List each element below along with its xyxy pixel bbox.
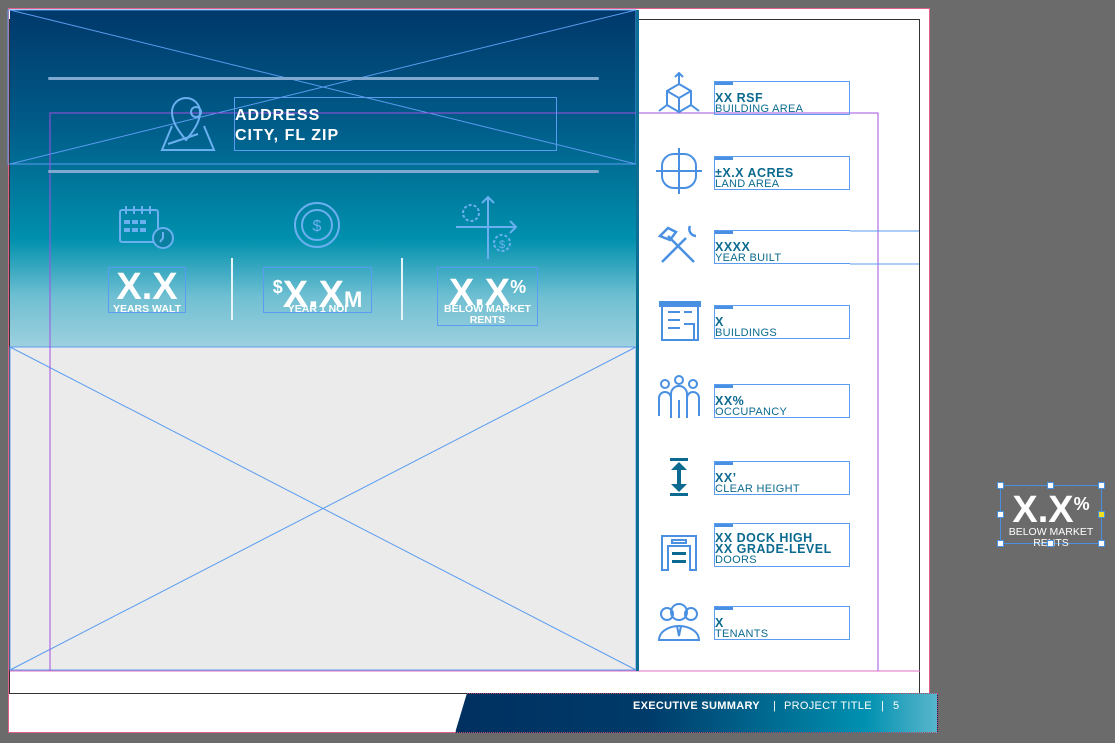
stat-suffix-rents: %	[510, 277, 527, 297]
stat-label-rents: BELOW MARKET RENTS	[444, 303, 531, 326]
stat-suffix-noi: M	[343, 287, 363, 312]
stat-value-rents: X.X%	[437, 270, 538, 312]
pasteboard-suffix: %	[1073, 494, 1090, 514]
pasteboard-value: X.X	[1012, 489, 1074, 531]
land-crosshair-icon	[656, 148, 702, 194]
feature-value: XX’	[715, 471, 737, 485]
footer-separator: |	[881, 700, 885, 712]
footer-section: EXECUTIVE SUMMARY	[633, 700, 760, 712]
cube-arrows-icon	[658, 72, 700, 114]
footer-banner[interactable]	[455, 693, 938, 733]
feature-value: XX%	[715, 394, 745, 408]
stat-frame-rents[interactable]	[437, 267, 538, 326]
stat-value-walt: X.X	[116, 266, 178, 308]
feature-building-area[interactable]: XX RSF BUILDING AREA	[714, 81, 850, 115]
address-frame[interactable]	[234, 97, 557, 151]
stat-separator	[401, 258, 403, 320]
feature-doors[interactable]: XX DOCK HIGH XX GRADE-LEVEL DOORS	[714, 523, 850, 567]
hammer-wrench-icon	[657, 225, 697, 263]
footer-project-title: PROJECT TITLE	[784, 700, 872, 712]
feature-label: DOORS	[715, 554, 757, 566]
stat-prefix-noi: $	[272, 277, 283, 297]
resize-handle[interactable]	[1098, 540, 1105, 547]
resize-handle[interactable]	[997, 482, 1004, 489]
tenants-icon	[657, 603, 701, 641]
calendar-clock-icon	[119, 206, 174, 249]
feature-occupancy[interactable]: XX% OCCUPANCY	[714, 384, 850, 418]
people-icon	[658, 375, 700, 418]
stat-label-noi: YEAR 1 NOI	[287, 303, 348, 315]
feature-label: TENANTS	[715, 628, 769, 640]
map-pin-icon	[160, 97, 216, 151]
footer-page-number: 5	[893, 700, 900, 712]
chart-dollar-icon: $	[456, 195, 518, 259]
feature-year-built[interactable]: XXXX YEAR BUILT	[714, 230, 850, 264]
stat-number-noi: X.X	[282, 274, 344, 316]
feature-value: X	[715, 315, 724, 329]
divider-bottom	[48, 170, 599, 173]
feature-value-2: XX GRADE-LEVEL	[715, 542, 832, 556]
feature-label: YEAR BUILT	[715, 252, 782, 264]
building-icon	[659, 301, 701, 341]
feature-value: ±X.X ACRES	[715, 166, 794, 180]
feature-label: BUILDING AREA	[715, 103, 804, 115]
pasteboard-selected-stat[interactable]: X.X% BELOW MARKET RENTS	[1000, 485, 1102, 549]
resize-handle[interactable]	[1098, 482, 1105, 489]
feature-value: X	[715, 616, 724, 630]
feature-label: LAND AREA	[715, 178, 780, 190]
stat-separator	[231, 258, 233, 320]
feature-label: OCCUPANCY	[715, 406, 788, 418]
feature-clear-height[interactable]: XX’ CLEAR HEIGHT	[714, 461, 850, 495]
feature-label: CLEAR HEIGHT	[715, 483, 800, 495]
address-line1: ADDRESS	[235, 107, 321, 124]
overflow-port[interactable]	[1098, 511, 1105, 518]
svg-text:$: $	[313, 218, 322, 235]
feature-land-area[interactable]: ±X.X ACRES LAND AREA	[714, 156, 850, 190]
feature-value: XXXX	[715, 240, 751, 254]
feature-buildings[interactable]: X BUILDINGS	[714, 305, 850, 339]
svg-text:$: $	[499, 239, 505, 251]
garage-door-icon	[661, 535, 697, 571]
stat-label-walt: YEARS WALT	[112, 303, 182, 315]
column-divider	[636, 10, 639, 671]
hero-background[interactable]	[10, 10, 636, 347]
feature-value: XX RSF	[715, 91, 764, 105]
resize-handle[interactable]	[1047, 540, 1054, 547]
resize-handle[interactable]	[997, 540, 1004, 547]
stat-frame-noi[interactable]	[263, 267, 372, 313]
feature-tenants[interactable]: X TENANTS	[714, 606, 850, 640]
address-line2: CITY, FL ZIP	[235, 127, 340, 144]
footer-separator: |	[773, 700, 777, 712]
address-block: ADDRESS CITY, FL ZIP	[235, 106, 339, 146]
feature-label: BUILDINGS	[715, 327, 777, 339]
stat-frame-walt[interactable]	[108, 267, 186, 313]
resize-handle[interactable]	[997, 511, 1004, 518]
divider-top	[48, 77, 599, 80]
resize-handle[interactable]	[1047, 482, 1054, 489]
height-arrow-icon	[670, 458, 688, 496]
dollar-coin-icon: $	[294, 202, 340, 248]
stat-number-rents: X.X	[448, 272, 511, 314]
feature-value: XX DOCK HIGH	[715, 531, 813, 545]
stat-value-noi: $X.XM	[258, 270, 377, 317]
